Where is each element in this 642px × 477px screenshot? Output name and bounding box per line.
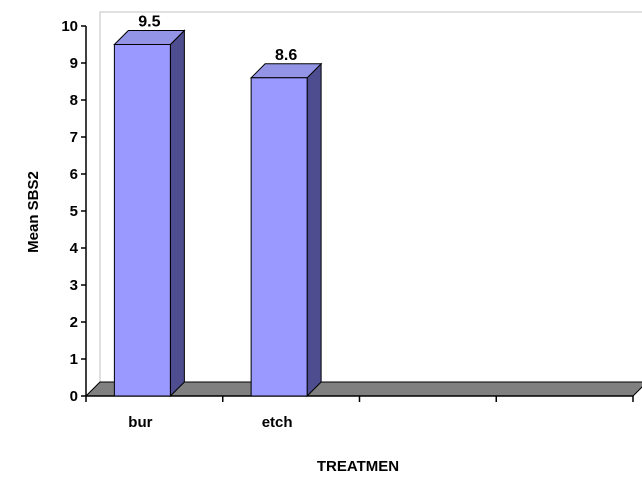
y-tick-label: 10 <box>61 18 78 35</box>
data-label: 8.6 <box>275 47 297 64</box>
y-tick-label: 7 <box>70 129 78 146</box>
y-tick-label: 5 <box>70 203 78 220</box>
bars <box>113 29 323 398</box>
data-label: 9.5 <box>138 14 160 31</box>
y-tick-label: 1 <box>70 351 78 368</box>
bar-front <box>250 77 308 397</box>
x-axis: bur etch <box>85 395 634 431</box>
y-tick-label: 8 <box>70 92 78 109</box>
bar-side <box>169 29 185 398</box>
y-tick-label: 4 <box>70 240 79 257</box>
y-axis: 0 1 2 3 4 5 6 7 8 9 10 <box>61 18 87 405</box>
data-labels: 9.5 8.6 <box>138 14 297 64</box>
y-axis-title: Mean SBS2 <box>25 171 42 253</box>
y-tick-label: 3 <box>70 277 78 294</box>
x-tick-label: bur <box>128 414 152 431</box>
bar-front <box>113 44 171 397</box>
y-tick-label: 6 <box>70 166 78 183</box>
bar-side <box>306 62 322 398</box>
y-tick-label: 9 <box>70 55 78 72</box>
bar <box>113 29 186 398</box>
y-tick-label: 0 <box>70 388 78 405</box>
x-tick-label: etch <box>262 414 293 431</box>
y-tick-label: 2 <box>70 314 78 331</box>
bar <box>249 62 323 398</box>
x-axis-title: TREATMEN <box>317 458 399 475</box>
